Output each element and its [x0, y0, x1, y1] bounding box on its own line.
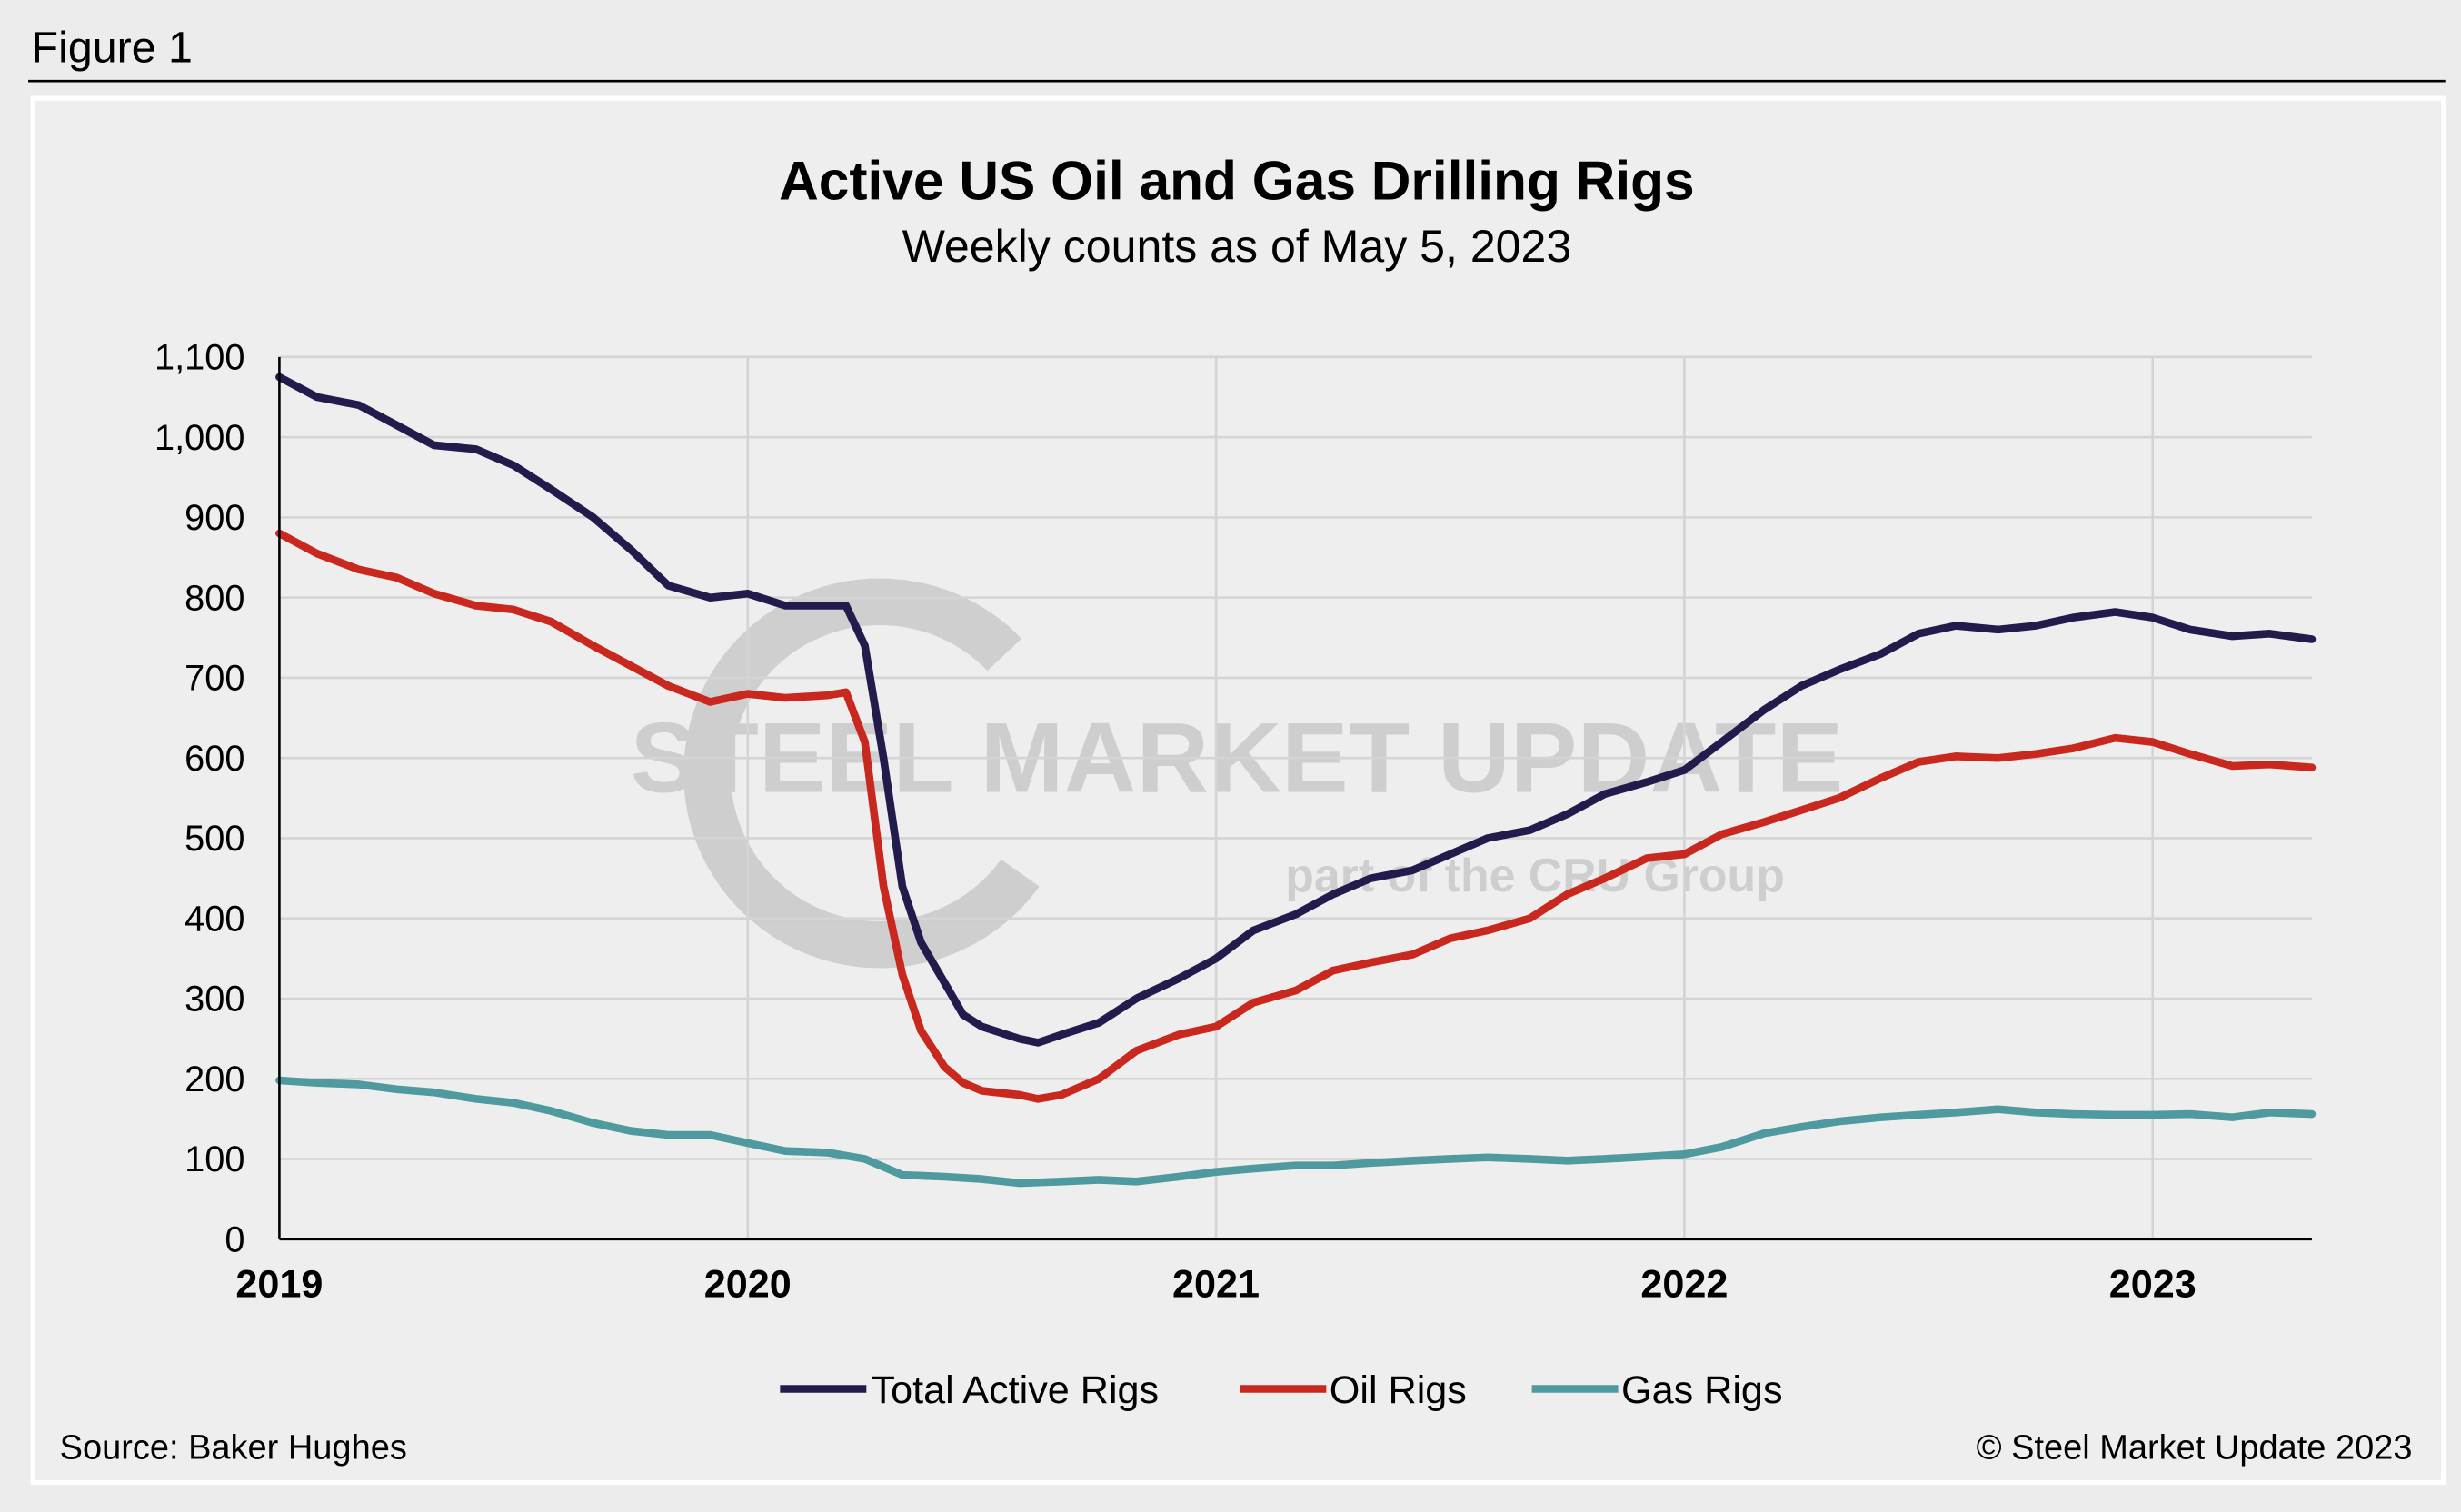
x-tick-label: 2019 [235, 1262, 323, 1306]
watermark-subtext: part of the CRU Group [1285, 849, 1785, 901]
legend-item-gas: Gas Rigs [1531, 1368, 1783, 1412]
source-note: Source: Baker Hughes [60, 1429, 407, 1467]
y-axis-ticks: 0 100 200 300 400 500 600 700 800 900 1,000 1,100 [154, 338, 244, 1260]
y-tick-label: 100 [184, 1139, 244, 1179]
legend-label: Oil Rigs [1330, 1368, 1467, 1412]
copyright-note: © Steel Market Update 2023 [1977, 1429, 2413, 1467]
x-axis-ticks: 2019 2020 2021 2022 2023 [235, 1262, 2196, 1306]
y-tick-label: 1,100 [154, 338, 244, 378]
y-tick-label: 300 [184, 980, 244, 1020]
y-tick-label: 400 [184, 900, 244, 940]
series-lines [275, 373, 2317, 1188]
y-tick-label: 0 [224, 1220, 244, 1260]
x-tick-label: 2023 [2109, 1262, 2197, 1306]
legend-label: Total Active Rigs [872, 1368, 1160, 1412]
legend-item-total: Total Active Rigs [780, 1368, 1159, 1412]
chart-title: Active US Oil and Gas Drilling Rigs [779, 150, 1695, 212]
chart-panel [30, 95, 2446, 1485]
x-tick-label: 2022 [1640, 1262, 1728, 1306]
y-tick-label: 1,000 [154, 418, 244, 458]
legend-label: Gas Rigs [1621, 1368, 1783, 1412]
series-line-gas [275, 1076, 2317, 1188]
y-tick-label: 900 [184, 498, 244, 538]
y-tick-label: 200 [184, 1059, 244, 1099]
x-tick-label: 2020 [704, 1262, 792, 1306]
watermark-arc [683, 578, 1040, 969]
y-tick-label: 800 [184, 578, 244, 618]
legend-item-oil: Oil Rigs [1240, 1368, 1467, 1412]
y-tick-label: 600 [184, 739, 244, 779]
x-tick-label: 2021 [1172, 1262, 1260, 1306]
series-line-oil [275, 529, 2317, 1103]
chart-subtitle: Weekly counts as of May 5, 2023 [902, 221, 1572, 272]
series-line-total [275, 373, 2317, 1047]
y-tick-label: 500 [184, 819, 244, 859]
figure-label: Figure 1 [32, 24, 193, 73]
legend: Total Active Rigs Oil Rigs Gas Rigs [780, 1368, 1783, 1412]
gridlines [279, 355, 2312, 1239]
y-tick-label: 700 [184, 659, 244, 699]
